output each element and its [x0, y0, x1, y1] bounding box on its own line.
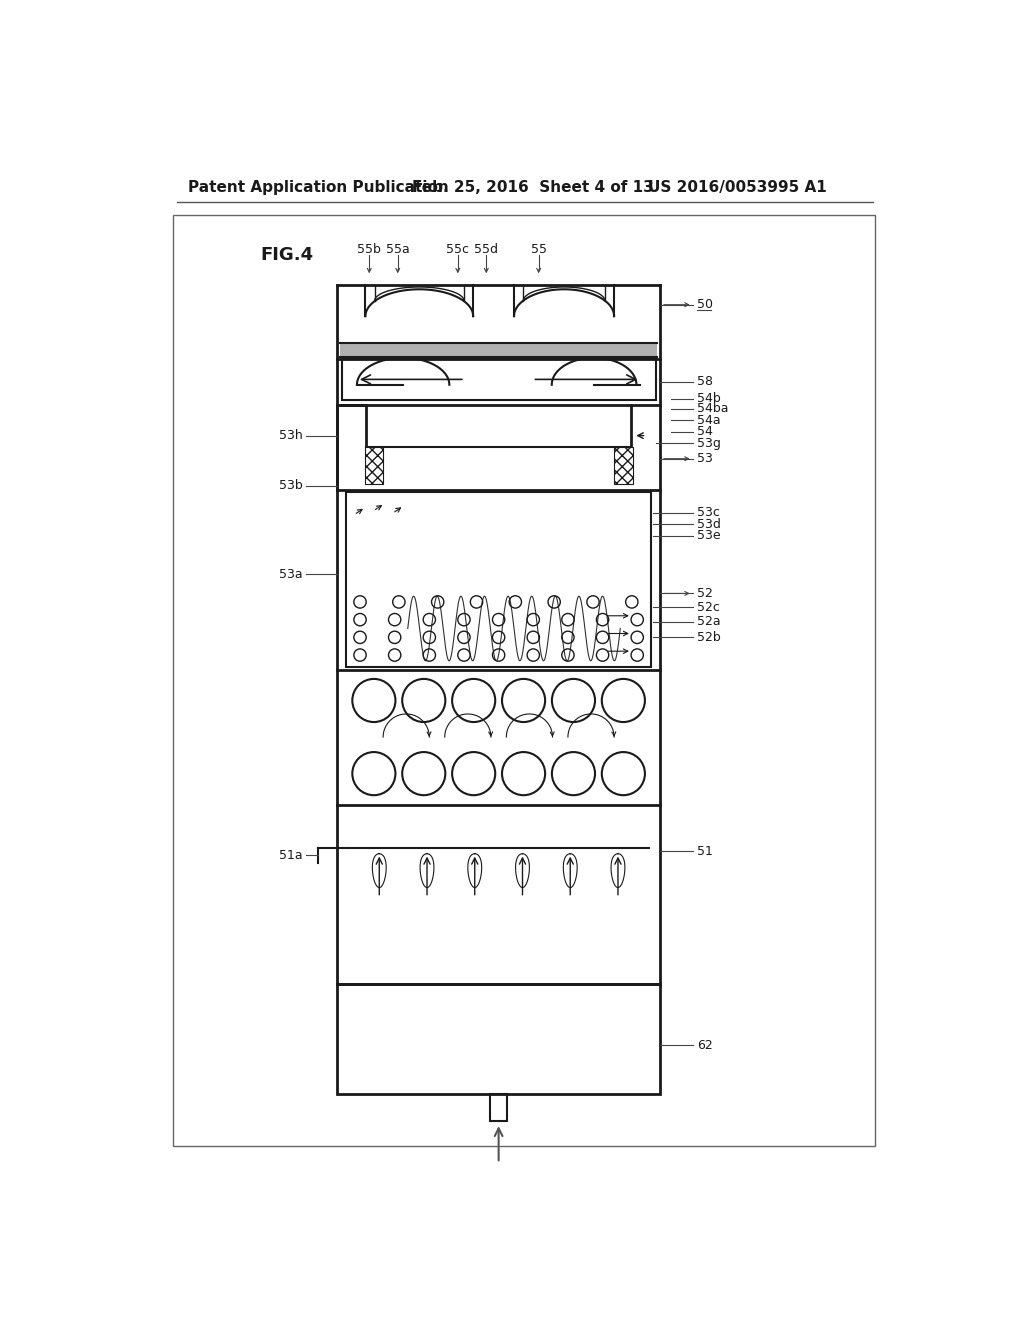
Polygon shape: [563, 854, 578, 887]
Text: 53a: 53a: [279, 568, 302, 581]
Text: 52a: 52a: [697, 615, 721, 628]
Text: 53g: 53g: [697, 437, 721, 450]
Bar: [342, 359, 655, 400]
Text: 62: 62: [697, 1039, 713, 1052]
Text: 51a: 51a: [279, 849, 302, 862]
Bar: [337, 983, 660, 1094]
Text: 54b: 54b: [697, 392, 721, 405]
Bar: [490, 1094, 507, 1121]
Text: US 2016/0053995 A1: US 2016/0053995 A1: [648, 180, 826, 195]
Bar: [346, 492, 651, 667]
Polygon shape: [515, 854, 529, 887]
Polygon shape: [420, 854, 434, 887]
Text: FIG.4: FIG.4: [260, 246, 313, 264]
Text: 51: 51: [697, 845, 713, 858]
Text: 53h: 53h: [279, 429, 302, 442]
Text: 52b: 52b: [697, 631, 721, 644]
Text: 54a: 54a: [697, 413, 721, 426]
Text: 53e: 53e: [697, 529, 721, 543]
Bar: [340, 343, 657, 358]
Text: 54: 54: [697, 425, 713, 438]
Text: 52: 52: [697, 587, 713, 601]
Text: 55b: 55b: [357, 243, 381, 256]
Text: 53d: 53d: [697, 517, 721, 531]
Text: 55: 55: [530, 243, 547, 256]
Text: 50: 50: [697, 298, 714, 312]
Text: Patent Application Publication: Patent Application Publication: [188, 180, 450, 195]
Bar: [614, 447, 633, 484]
Polygon shape: [611, 854, 625, 887]
Text: 55a: 55a: [386, 243, 410, 256]
Bar: [173, 215, 876, 1146]
Text: 55d: 55d: [474, 243, 499, 256]
Text: 54ba: 54ba: [697, 403, 729, 416]
Text: 52c: 52c: [697, 601, 720, 614]
Bar: [365, 447, 383, 484]
Polygon shape: [373, 854, 386, 887]
Polygon shape: [468, 854, 481, 887]
Text: 55c: 55c: [446, 243, 469, 256]
Text: Feb. 25, 2016  Sheet 4 of 13: Feb. 25, 2016 Sheet 4 of 13: [412, 180, 653, 195]
Text: 53c: 53c: [697, 506, 720, 519]
Text: 53: 53: [697, 453, 713, 465]
Text: 53b: 53b: [279, 479, 302, 492]
Text: 58: 58: [697, 375, 714, 388]
